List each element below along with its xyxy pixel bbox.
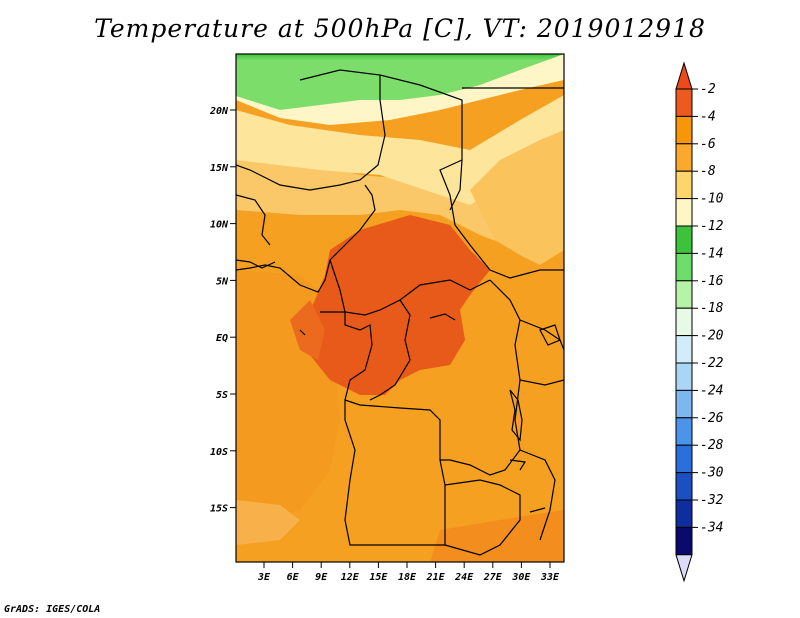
colorbar: -2 -4 -6 -8 -10 -12 -14 -16 -18 -20 -22 -24 -26 -28 -3…	[675, 61, 724, 583]
colorbar-label: -2	[700, 82, 716, 97]
colorbar-label: -34	[700, 520, 723, 535]
colorbar-label: -18	[700, 301, 724, 316]
lakes	[299, 313, 561, 513]
lat-label: 20N	[209, 106, 229, 117]
lon-label: 15E	[369, 572, 388, 583]
colorbar-label: -22	[700, 356, 724, 371]
colorbar-label: -4	[700, 109, 716, 124]
colorbar-swatch	[675, 335, 693, 364]
band-green-north	[236, 54, 564, 110]
central-warmest-region	[300, 215, 490, 395]
lat-label: EQ	[216, 333, 228, 344]
colorbar-label: -12	[700, 219, 724, 234]
colorbar-label: -30	[700, 466, 724, 481]
lon-label: 6E	[287, 572, 300, 583]
central-warm-fringe	[290, 300, 325, 360]
east-cool-tongue	[470, 130, 564, 265]
colorbar-label: -8	[700, 164, 716, 179]
colorbar-swatch	[675, 499, 693, 528]
colorbar-swatch	[675, 115, 693, 145]
lat-label: 5S	[216, 390, 228, 401]
lon-label: 12E	[341, 572, 360, 583]
colorbar-swatch	[675, 417, 693, 446]
country-borders	[236, 69, 564, 556]
lat-label: 15S	[210, 504, 228, 515]
lat-label: 15N	[210, 163, 229, 174]
lat-label: 5N	[216, 276, 229, 287]
colorbar-swatch	[675, 307, 693, 337]
colorbar-swatch	[675, 362, 693, 391]
colorbar-swatch	[675, 88, 693, 117]
colorbar-swatch	[675, 389, 693, 419]
colorbar-swatch	[675, 280, 693, 309]
footer-credit: GrADS: IGES/COLA	[4, 604, 101, 615]
colorbar-swatch	[675, 526, 693, 556]
colorbar-label: -26	[700, 411, 724, 426]
latitude-axis: 20N 15N 10N 5N EQ 5S 10S 15S	[209, 106, 236, 515]
lat-label: 10S	[210, 447, 228, 458]
colorbar-swatch	[675, 170, 693, 200]
colorbar-label: -32	[700, 493, 724, 508]
colorbar-bottom-arrow	[675, 554, 693, 583]
map-frame	[235, 53, 565, 563]
colorbar-label: -6	[700, 137, 716, 152]
lon-label: 21E	[426, 572, 446, 583]
lon-label: 30E	[511, 572, 531, 583]
colorbar-swatch	[675, 198, 693, 227]
colorbar-swatch	[675, 444, 693, 474]
colorbar-label: -14	[700, 246, 723, 261]
colorbar-label: -20	[700, 329, 724, 344]
colorbar-label: -10	[700, 192, 724, 207]
colorbar-swatch	[675, 252, 693, 282]
colorbar-label: -24	[700, 383, 723, 398]
lon-label: 24E	[454, 572, 474, 583]
lon-label: 9E	[315, 572, 328, 583]
colorbar-swatch	[675, 225, 693, 254]
lon-label: 18E	[398, 572, 417, 583]
band-cool-10	[236, 95, 564, 205]
colorbar-swatch	[675, 472, 693, 501]
colorbar-label: -28	[700, 438, 724, 453]
southwest-lighter-region	[236, 500, 300, 545]
colorbar-label: -16	[700, 274, 724, 289]
lon-label: 3E	[257, 572, 271, 583]
lat-label: 10N	[210, 220, 229, 231]
lon-label: 27E	[483, 572, 503, 583]
lon-label: 33E	[540, 572, 560, 583]
colorbar-top-arrow	[675, 61, 693, 90]
map-title: Temperature at 500hPa [C], VT: 201901291…	[94, 14, 706, 43]
southeast-warm-region	[430, 510, 564, 562]
longitude-axis: 3E 6E 9E 12E 15E 18E 21E 24E 27E 30E 33E	[257, 562, 560, 583]
colorbar-swatch	[675, 143, 693, 172]
